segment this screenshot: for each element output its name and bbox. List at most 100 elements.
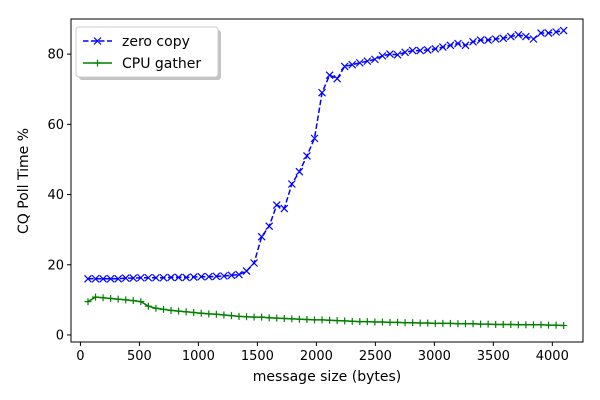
data-point [326,316,334,324]
point-stroke [250,259,259,267]
point-stroke [340,62,349,71]
point-stroke [242,267,251,276]
data-point [310,134,319,143]
data-point [197,272,206,281]
data-point [469,320,477,328]
legend: zero copy CPU gather [75,26,221,80]
point-stroke [91,274,100,283]
data-point [129,274,138,283]
point-stroke [129,274,138,283]
y-axis-ticks: 0 20 40 60 80 [47,48,71,343]
data-point [91,274,100,283]
series-line [87,296,564,327]
data-point [190,309,198,317]
data-point [356,318,364,326]
y-axis-label: CQ Poll Time % [16,128,32,234]
data-point [333,317,341,325]
legend-entry: zero copy [83,34,190,50]
data-point [144,302,152,310]
plot-frame [70,18,584,343]
data-point [446,41,455,50]
data-point [454,320,462,328]
point-stroke [537,29,545,37]
x-tick-label: 2000 [300,349,333,364]
data-point [227,271,236,280]
point-stroke [461,41,470,50]
data-point [340,62,349,71]
point-stroke [544,29,553,37]
data-point [386,50,394,59]
x-tick-label: 4000 [536,349,569,364]
data-point [514,321,522,329]
data-point [552,321,560,329]
data-point [363,318,371,326]
data-point [469,37,477,46]
point-stroke [355,58,364,67]
point-stroke [227,271,236,280]
legend-entries: zero copy CPU gather [83,34,201,72]
data-point [242,267,251,276]
point-stroke [303,151,311,160]
data-point [167,273,175,282]
data-point [424,319,432,327]
data-point [506,32,515,41]
data-point [136,273,145,282]
data-point [454,39,462,48]
data-point [446,319,454,327]
point-stroke [136,273,145,282]
data-point [423,45,432,54]
data-point [537,29,545,37]
data-point [205,310,213,318]
x-axis-ticks: 0 500 1000 1500 2000 2500 3000 3500 4000 [76,342,569,364]
data-point [370,55,379,64]
point-stroke [272,201,281,210]
data-point [159,273,168,282]
data-point [477,320,485,328]
legend-entry: CPU gather [83,56,201,72]
data-point [303,151,311,160]
point-stroke [174,273,183,282]
data-point [507,320,515,328]
point-stroke [438,43,447,52]
data-point [333,74,342,83]
data-point [491,35,500,43]
data-point [250,259,259,267]
x-tick-label: 2500 [359,349,392,364]
point-stroke [514,30,523,39]
point-stroke [386,50,394,59]
data-point [355,58,364,67]
data-point [219,272,228,280]
point-stroke [529,35,538,43]
data-point [265,314,273,322]
data-point [94,59,101,67]
point-stroke [559,26,568,35]
data-point [84,274,92,283]
data-point [348,317,356,325]
y-tick-label: 40 [47,188,64,203]
data-point [243,313,251,321]
data-point [537,321,545,329]
data-point [439,319,447,327]
point-stroke [310,134,319,143]
x-tick-label: 1000 [182,349,215,364]
x-tick-label: 3000 [418,349,451,364]
point-stroke [408,46,417,55]
point-stroke [99,274,108,283]
series-layer [84,26,568,329]
point-stroke [212,272,221,281]
data-point [159,305,167,313]
legend-box [75,26,219,78]
data-point [107,294,115,302]
point-stroke [204,272,213,281]
data-point [499,34,508,43]
data-point [250,313,258,321]
point-stroke [257,232,266,241]
point-stroke [167,273,175,282]
point-stroke [393,50,402,59]
data-point [220,311,228,319]
point-stroke [370,55,379,64]
data-point [258,313,266,321]
data-point [544,29,553,37]
data-point [280,314,288,322]
